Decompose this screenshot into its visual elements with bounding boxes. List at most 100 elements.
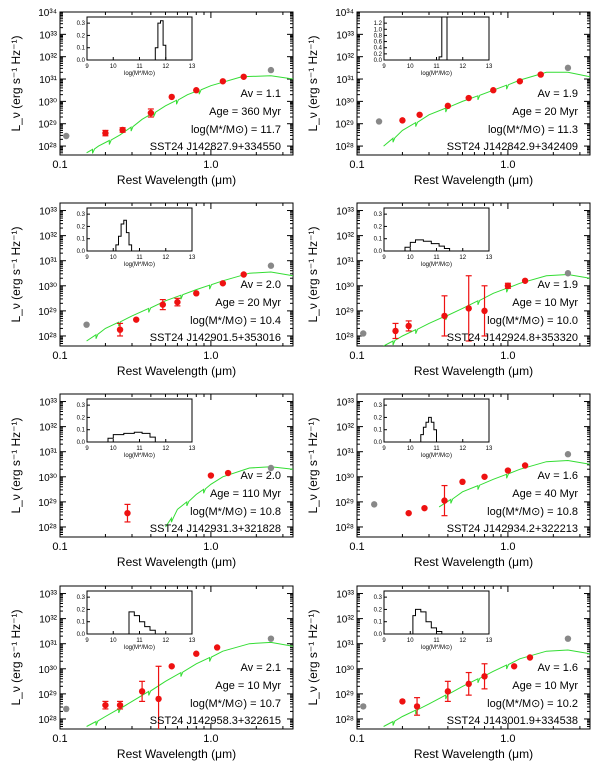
y-axis-label: L_ν (erg s⁻¹ Hz⁻¹) xyxy=(306,609,320,705)
y-tick-label: 10³¹ xyxy=(336,257,354,268)
upper-limit-point xyxy=(564,64,572,72)
inset-x-tick-label: 13 xyxy=(486,638,493,644)
inset-y-tick-label: 0.2 xyxy=(77,33,86,39)
inset-x-label: log(M*/M⊙) xyxy=(124,71,155,77)
mass-label: log(M*/M⊙) = 11.7 xyxy=(191,124,281,136)
inset-y-tick-label: 0.3 xyxy=(77,212,86,218)
y-tick-label: 10³¹ xyxy=(39,448,57,459)
inset-x-tick-label: 12 xyxy=(162,64,169,70)
x-axis-label: Rest Wavelength (μm) xyxy=(117,747,236,761)
age-label: Age = 360 Myr xyxy=(209,106,281,118)
age-label: Age = 110 Myr xyxy=(210,488,281,500)
av-label: Av = 1.9 xyxy=(538,279,578,291)
mass-label: log(M*/M⊙) = 11.3 xyxy=(488,124,578,136)
detection-point xyxy=(504,282,512,289)
detection-point xyxy=(465,680,472,688)
inset-x-tick-label: 11 xyxy=(433,255,440,261)
y-tick-label: 10³³ xyxy=(336,207,354,218)
plot-area xyxy=(375,64,590,147)
inset-x-tick-label: 13 xyxy=(189,255,196,261)
inset-frame xyxy=(383,16,490,61)
model-sed-line xyxy=(438,459,590,508)
inset-y-tick-label: 0.3 xyxy=(374,595,383,601)
inset-y-tick-label: 0.2 xyxy=(374,224,383,230)
mass-label: log(M*/M⊙) = 10.2 xyxy=(487,698,578,710)
inset-x-label: log(M*/M⊙) xyxy=(421,262,452,268)
detection-point xyxy=(133,316,140,323)
av-label: Av = 1.1 xyxy=(241,88,281,100)
inset-y-tick-label: 0.0 xyxy=(374,632,383,638)
age-label: Age = 10 Myr xyxy=(512,680,578,692)
model-sed-line xyxy=(86,75,293,154)
inset-y-tick-label: 0.3 xyxy=(77,403,86,409)
detection-point xyxy=(168,663,175,670)
detection-point xyxy=(392,327,399,335)
plot-area xyxy=(360,635,590,727)
plot-area xyxy=(360,270,590,346)
mass-label: log(M*/M⊙) = 10.8 xyxy=(190,506,281,518)
inset-y-tick-label: 0.0 xyxy=(374,440,383,446)
x-axis-label: Rest Wavelength (μm) xyxy=(117,173,236,187)
model-sed-line xyxy=(383,71,590,147)
age-label: Age = 20 Myr xyxy=(215,297,281,309)
x-axis-label: Rest Wavelength (μm) xyxy=(414,555,533,569)
plot-area xyxy=(124,464,293,528)
object-id-label: SST24 J142958.3+322615 xyxy=(150,715,281,727)
object-id-label: SST24 J142931.3+321828 xyxy=(150,523,281,535)
detection-point xyxy=(459,478,466,486)
plot-frame xyxy=(356,585,591,730)
y-tick-label: 10²⁹ xyxy=(38,120,57,131)
detection-point xyxy=(147,109,155,117)
detection-point xyxy=(481,473,488,480)
y-tick-label: 10³² xyxy=(39,615,57,626)
upper-limit-point xyxy=(267,464,275,472)
detection-point xyxy=(399,698,406,705)
inset-frame xyxy=(86,16,193,61)
mass-histogram-inset: 9 10 11 12 13 log(M*/M⊙) 0.00.20.40.60.81.01.2 xyxy=(374,16,493,77)
upper-limit-point xyxy=(564,451,572,458)
inset-x-tick-label: 11 xyxy=(136,638,143,644)
inset-histogram xyxy=(113,219,133,252)
inset-y-tick-label: 0.1 xyxy=(77,46,86,52)
x-axis-label: Rest Wavelength (μm) xyxy=(117,555,236,569)
x-axis-label: Rest Wavelength (μm) xyxy=(414,173,533,187)
detection-point xyxy=(102,129,109,137)
detection-point xyxy=(155,695,162,703)
inset-y-tick-label: 0.1 xyxy=(77,620,86,626)
y-tick-label: 10³⁰ xyxy=(336,97,354,108)
y-tick-label: 10³³ xyxy=(336,590,354,601)
y-tick-label: 10³¹ xyxy=(336,75,354,86)
y-tick-label: 10³² xyxy=(39,423,57,434)
plot-area xyxy=(63,635,293,729)
inset-y-tick-label: 0.2 xyxy=(77,415,86,421)
inset-y-tick-label: 0.1 xyxy=(374,237,383,243)
inset-x-tick-label: 10 xyxy=(110,638,117,644)
upper-limit-point xyxy=(267,66,275,74)
detection-point xyxy=(193,650,200,657)
detection-point xyxy=(481,307,488,315)
y-tick-label: 10³⁰ xyxy=(39,473,57,484)
plot-frame xyxy=(59,585,294,730)
detection-point xyxy=(516,78,524,85)
detection-point xyxy=(465,305,472,312)
inset-histogram xyxy=(402,239,451,252)
sed-panel: 0.1 1.0 10²⁸ 10²⁹ 10³⁰ 10³¹ 10³² 10³³ Rest Wavel… xyxy=(306,585,591,761)
av-label: Av = 1.6 xyxy=(538,662,578,674)
inset-x-tick-label: 12 xyxy=(459,255,466,261)
inset-y-tick-label: 0.1 xyxy=(374,620,383,626)
x-tick-label: 1.0 xyxy=(203,159,218,171)
mass-histogram-inset: 9 10 11 12 13 log(M*/M⊙) 0.0 0.1 0.2 0.3 xyxy=(77,207,196,268)
y-axis-label: L_ν (erg s⁻¹ Hz⁻¹) xyxy=(306,417,320,513)
inset-y-tick-label: 0.2 xyxy=(77,607,86,613)
y-tick-label: 10³³ xyxy=(39,590,57,601)
inset-x-tick-label: 9 xyxy=(382,255,386,261)
detection-point xyxy=(219,280,227,287)
mass-histogram-inset: 9 10 11 12 13 log(M*/M⊙) 0.0 0.1 0.2 0.3 xyxy=(374,590,493,651)
upper-limit-point xyxy=(564,635,572,642)
object-id-label: SST24 J143001.9+334538 xyxy=(447,715,578,727)
inset-x-tick-label: 10 xyxy=(110,255,117,261)
model-sed-line xyxy=(165,466,293,528)
y-tick-label: 10³² xyxy=(336,53,354,64)
y-tick-label: 10²⁹ xyxy=(335,498,354,509)
